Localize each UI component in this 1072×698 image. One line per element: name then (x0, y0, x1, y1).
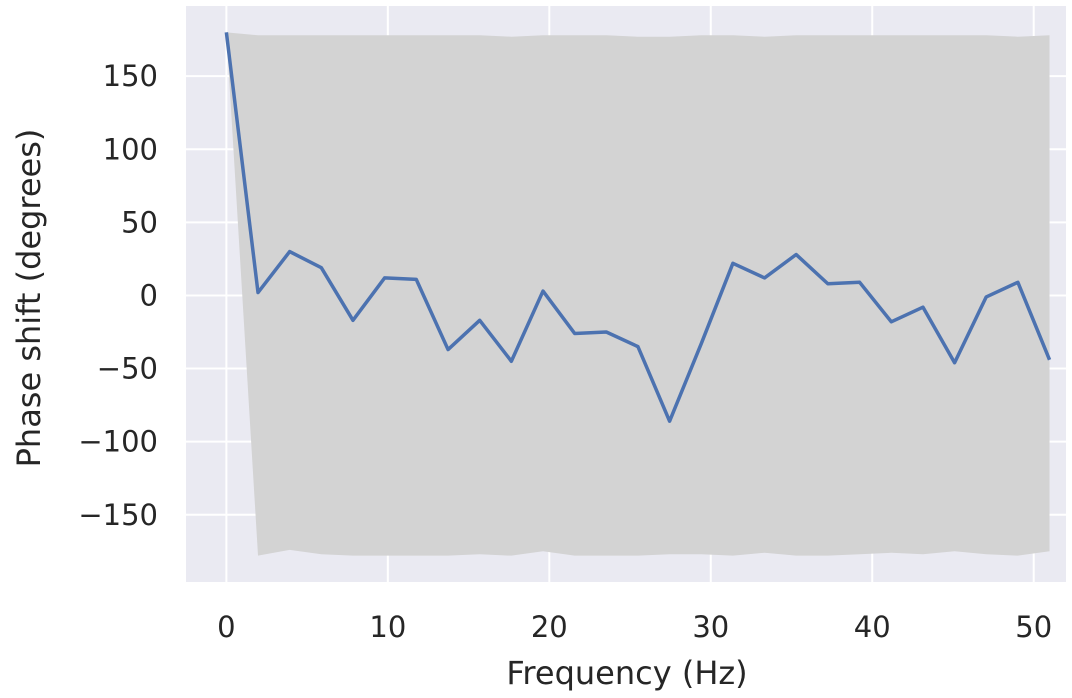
y-tick-label: −150 (78, 498, 158, 532)
phase-series (224, 32, 1052, 423)
y-tick-label: −100 (78, 425, 158, 459)
tick-labels: 0 10 20 30 40 50 −150 −100 −50 0 50 100 150 (78, 59, 1052, 644)
x-tick-label: 20 (531, 610, 568, 644)
range-band (226, 32, 1050, 556)
series-line (224, 32, 1052, 423)
x-tick-label: 10 (369, 610, 406, 644)
x-tick-label: 30 (692, 610, 729, 644)
y-axis-label: Phase shift (degrees) (10, 129, 48, 468)
x-tick-label: 0 (217, 610, 235, 644)
y-tick-label: 0 (140, 278, 158, 312)
x-axis-label: Frequency (Hz) (506, 654, 747, 692)
x-tick-label: 50 (1015, 610, 1052, 644)
x-tick-label: 40 (854, 610, 891, 644)
y-tick-label: 50 (121, 205, 158, 239)
y-tick-label: 150 (103, 59, 158, 93)
y-tick-label: 100 (103, 132, 158, 166)
range-band-area (226, 32, 1050, 556)
y-tick-label: −50 (97, 352, 158, 386)
